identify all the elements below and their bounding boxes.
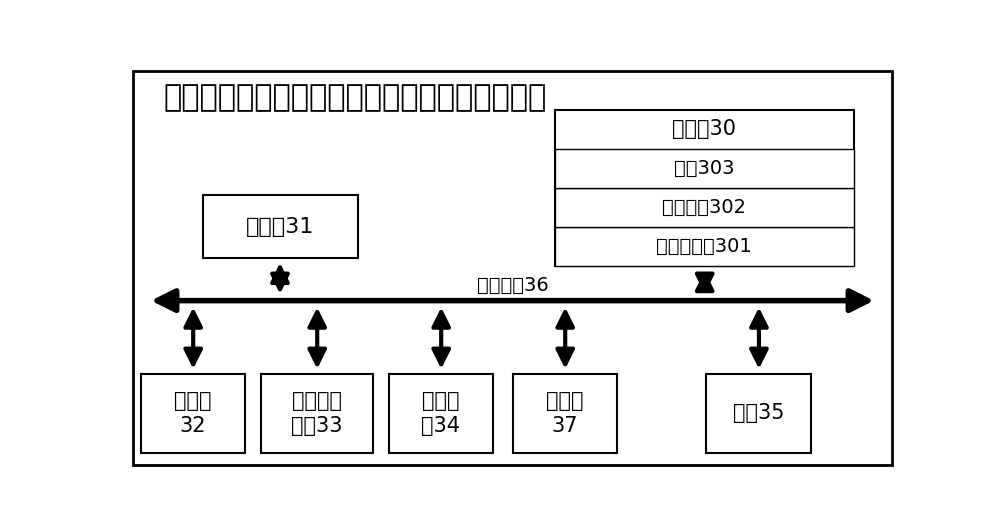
Text: 通信总线36: 通信总线36 [477,276,548,295]
Bar [261,374,373,453]
Text: 传感器
37: 传感器 37 [546,391,584,436]
Bar [388,374,493,453]
Text: 操作系统302: 操作系统302 [662,198,746,217]
Bar [555,149,854,188]
Bar [512,374,617,453]
Bar [555,188,854,227]
Bar [202,195,358,258]
Text: 存储器30: 存储器30 [672,120,736,140]
Text: 数据303: 数据303 [674,159,735,178]
Text: 显示屏
32: 显示屏 32 [174,391,212,436]
Text: 电源35: 电源35 [733,403,784,423]
Text: 计算机程序301: 计算机程序301 [656,237,752,256]
Text: 处理器31: 处理器31 [246,217,314,237]
Bar [555,227,854,266]
Bar [555,110,854,266]
Text: 基于空间谱群协方差特征的高光谱图像识别装置: 基于空间谱群协方差特征的高光谱图像识别装置 [164,83,547,112]
Text: 通信接
口34: 通信接 口34 [421,391,460,436]
Bar [706,374,811,453]
Bar [140,374,245,453]
Text: 输入输出
接口33: 输入输出 接口33 [291,391,343,436]
